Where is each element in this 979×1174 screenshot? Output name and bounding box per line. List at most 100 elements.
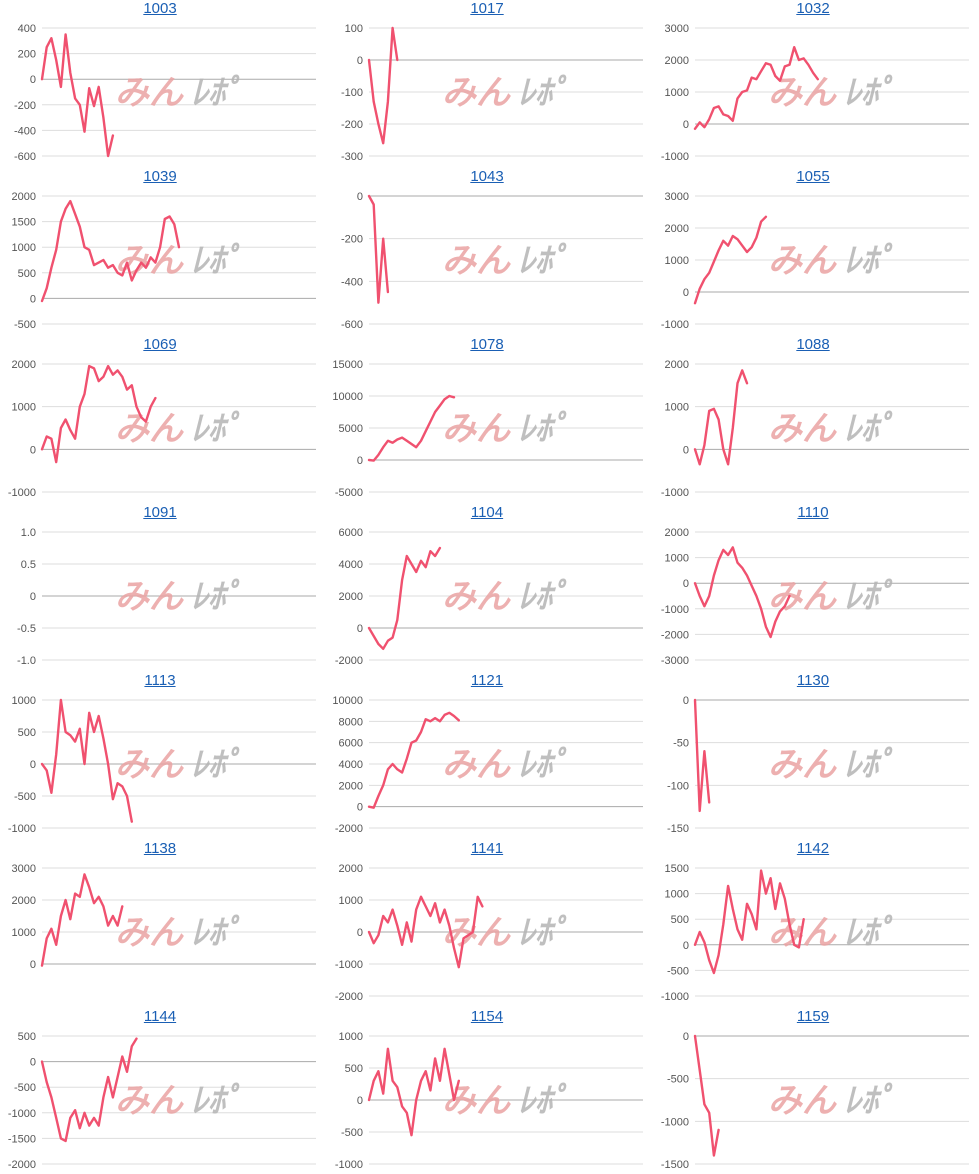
chart-title-link[interactable]: 1113 [144, 672, 176, 689]
y-tick-label: -500 [341, 1127, 363, 1139]
chart-title-link[interactable]: 1130 [796, 672, 830, 689]
chart-svg: 6000 4000 2000 0 -2000 みん ﾚﾎﾟ [335, 527, 643, 667]
y-tick-label: 1000 [12, 927, 36, 939]
chart-title-link[interactable]: 1121 [470, 672, 504, 689]
chart-svg: 3000 2000 1000 0 みん ﾚﾎﾟ [12, 863, 316, 971]
y-tick-label: -5000 [335, 487, 363, 499]
y-tick-label: -2000 [335, 823, 363, 835]
y-tick-label: -200 [14, 100, 36, 112]
watermark-logo: みん ﾚﾎﾟ [768, 241, 895, 281]
y-tick-label: -500 [14, 319, 36, 331]
series-line [367, 546, 442, 651]
y-tick-label: 200 [18, 49, 36, 61]
chart-panel: 1039 2000 1500 1000 500 0 -500 みん ﾚﾎﾟ [0, 168, 320, 334]
watermark-logo: みん ﾚﾎﾟ [442, 73, 569, 113]
svg-text:みん: みん [115, 1081, 184, 1121]
y-tick-label: 500 [18, 727, 36, 739]
y-tick-label: 0 [30, 444, 36, 456]
chart-panel: 1121 10000 8000 6000 4000 2000 0 -2000 みん ﾚﾎﾟ [327, 672, 647, 838]
chart-svg: 15000 10000 5000 0 -5000 みん ﾚﾎﾟ [332, 359, 643, 499]
y-tick-label: 2000 [339, 780, 363, 792]
chart-title-link[interactable]: 1055 [796, 168, 830, 185]
svg-text:みん: みん [115, 913, 184, 953]
chart-svg: 3000 2000 1000 0 -1000 みん ﾚﾎﾟ [661, 23, 969, 163]
y-tick-label: 10000 [332, 391, 363, 403]
chart-title-link[interactable]: 1144 [143, 1008, 177, 1025]
chart-panel: 1159 0 -500 -1000 -1500 みん ﾚﾎﾟ [653, 1008, 973, 1174]
y-tick-label: 1000 [339, 1031, 363, 1043]
svg-text:みん: みん [115, 409, 184, 449]
y-tick-label: -1000 [661, 487, 689, 499]
chart-panel: 1091 1.0 0.5 0 -0.5 -1.0 みん ﾚﾎﾟ [0, 504, 320, 670]
chart-title-link[interactable]: 1154 [470, 1008, 504, 1025]
svg-text:みん: みん [115, 577, 184, 617]
svg-text:ﾚﾎﾟ: ﾚﾎﾟ [191, 1081, 242, 1121]
y-tick-label: 2000 [665, 359, 689, 371]
y-tick-label: -50 [673, 738, 689, 750]
y-tick-label: 1.0 [21, 527, 36, 539]
chart-title-link[interactable]: 1141 [470, 840, 504, 857]
svg-text:ﾚﾎﾟ: ﾚﾎﾟ [191, 73, 242, 113]
series-line [693, 1034, 720, 1157]
svg-text:ﾚﾎﾟ: ﾚﾎﾟ [518, 241, 569, 281]
y-tick-label: -1000 [661, 319, 689, 331]
y-tick-label: 0 [30, 74, 36, 86]
y-tick-label: 0 [683, 695, 689, 707]
chart-panel: 1154 1000 500 0 -500 -1000 みん ﾚﾎﾟ [327, 1008, 647, 1174]
chart-title-link[interactable]: 1039 [143, 168, 177, 185]
chart-title-link[interactable]: 1159 [796, 1008, 830, 1025]
chart-title-link[interactable]: 1091 [143, 504, 177, 521]
series-line [693, 546, 791, 639]
y-tick-label: 0 [683, 287, 689, 299]
chart-title-link[interactable]: 1032 [796, 0, 830, 17]
y-tick-label: 1000 [12, 242, 36, 254]
series-line [693, 46, 820, 131]
series-line [367, 194, 390, 304]
svg-text:みん: みん [768, 577, 837, 617]
y-tick-label: 3000 [665, 191, 689, 203]
chart-title-link[interactable]: 1069 [143, 336, 177, 353]
svg-text:ﾚﾎﾟ: ﾚﾎﾟ [518, 73, 569, 113]
chart-title-link[interactable]: 1088 [796, 336, 830, 353]
chart-panel: 1032 3000 2000 1000 0 -1000 みん ﾚﾎﾟ [653, 0, 973, 166]
y-tick-label: 3000 [12, 863, 36, 875]
chart-title-link[interactable]: 1003 [143, 0, 177, 17]
svg-text:ﾚﾎﾟ: ﾚﾎﾟ [844, 73, 895, 113]
series-line [367, 394, 456, 462]
svg-text:みん: みん [768, 745, 837, 785]
y-tick-label: 0 [357, 802, 363, 814]
chart-title-link[interactable]: 1110 [797, 504, 829, 521]
y-tick-label: -200 [341, 119, 363, 131]
y-tick-label: 500 [345, 1063, 363, 1075]
svg-text:みん: みん [442, 73, 511, 113]
y-tick-label: 0 [683, 578, 689, 590]
watermark-logo: みん ﾚﾎﾟ [768, 409, 895, 449]
chart-panel: 1043 0 -200 -400 -600 みん ﾚﾎﾟ [327, 168, 647, 334]
y-tick-label: -500 [667, 1074, 689, 1086]
y-tick-label: 0 [357, 455, 363, 467]
y-tick-label: 1000 [665, 255, 689, 267]
y-tick-label: -600 [14, 151, 36, 163]
chart-title-link[interactable]: 1142 [796, 840, 830, 857]
y-tick-label: -1000 [335, 1159, 363, 1171]
chart-title-link[interactable]: 1138 [143, 840, 177, 857]
y-tick-label: -2000 [335, 991, 363, 1003]
y-tick-label: 2000 [665, 223, 689, 235]
series-line [40, 199, 181, 303]
chart-title-link[interactable]: 1078 [470, 336, 504, 353]
chart-panel: 1110 2000 1000 0 -1000 -2000 -3000 みん ﾚﾎﾟ [653, 504, 973, 670]
chart-title-link[interactable]: 1104 [470, 504, 504, 521]
y-tick-label: 0 [683, 444, 689, 456]
chart-svg: 0 -500 -1000 -1500 みん ﾚﾎﾟ [661, 1031, 969, 1171]
chart-svg: 500 0 -500 -1000 -1500 -2000 みん ﾚﾎﾟ [8, 1031, 316, 1171]
y-tick-label: 500 [671, 914, 689, 926]
svg-text:ﾚﾎﾟ: ﾚﾎﾟ [844, 577, 895, 617]
watermark-logo: みん ﾚﾎﾟ [768, 73, 895, 113]
chart-title-link[interactable]: 1043 [470, 168, 504, 185]
y-tick-label: 6000 [339, 738, 363, 750]
watermark-logo: みん ﾚﾎﾟ [442, 913, 569, 953]
chart-title-link[interactable]: 1017 [470, 0, 504, 17]
chart-panel: 1113 1000 500 0 -500 -1000 みん ﾚﾎﾟ [0, 672, 320, 838]
y-tick-label: 1000 [665, 87, 689, 99]
series-line [693, 869, 805, 975]
